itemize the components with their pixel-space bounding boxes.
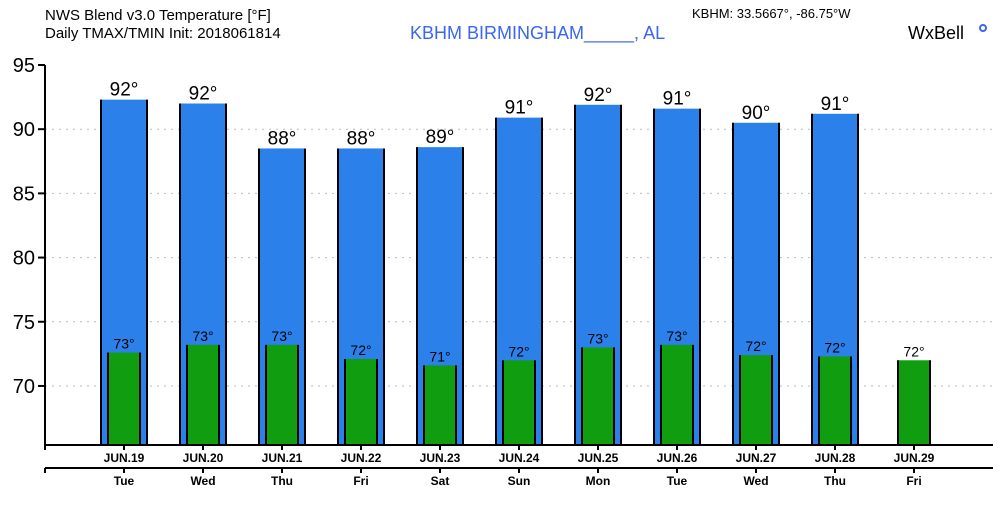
data-label-tmin: 72° [903, 343, 924, 359]
y-tick-label: 70 [13, 376, 35, 398]
data-label-tmin: 72° [508, 343, 529, 359]
x-tick-label-weekday: Fri [353, 474, 368, 488]
x-tick-label-date: JUN.29 [894, 451, 935, 465]
bar-tmin [740, 355, 772, 445]
y-tick-label: 85 [13, 183, 35, 205]
x-tick-label-date: JUN.25 [578, 451, 619, 465]
bar-tmin [819, 356, 851, 445]
x-tick-label-weekday: Thu [824, 474, 846, 488]
data-label-tmin: 73° [192, 328, 213, 344]
bar-tmin [898, 360, 930, 445]
data-label-tmin: 73° [666, 328, 687, 344]
chart-subtitle: Daily TMAX/TMIN Init: 2018061814 [45, 25, 281, 42]
y-tick-label: 95 [13, 55, 35, 77]
logo-dot-icon [979, 24, 987, 32]
x-tick-label-weekday: Wed [190, 474, 215, 488]
x-tick-label-date: JUN.23 [420, 451, 461, 465]
data-label-tmin: 71° [429, 348, 450, 364]
x-tick-label-weekday: Thu [271, 474, 293, 488]
station-name: KBHM BIRMINGHAM_____, AL [410, 23, 665, 44]
data-label-tmin: 73° [271, 328, 292, 344]
data-label-tmin: 73° [113, 336, 134, 352]
data-label-tmin: 72° [350, 342, 371, 358]
station-coords: KBHM: 33.5667°, -86.75°W [692, 6, 851, 21]
bar-tmin [345, 358, 377, 445]
x-tick-label-weekday: Sun [508, 474, 531, 488]
x-tick-label-date: JUN.28 [815, 451, 856, 465]
data-label-tmax: 92° [584, 85, 613, 106]
x-tick-label-weekday: Tue [667, 474, 688, 488]
wxbell-logo: WxBell [908, 23, 964, 43]
x-tick-label-date: JUN.21 [262, 451, 303, 465]
data-label-tmax: 88° [347, 128, 376, 149]
data-label-tmax: 92° [110, 80, 139, 101]
data-label-tmax: 89° [426, 127, 455, 148]
y-tick-label: 90 [13, 119, 35, 141]
data-label-tmin: 72° [745, 338, 766, 354]
x-tick-label-date: JUN.20 [183, 451, 224, 465]
bar-tmin [503, 360, 535, 445]
data-label-tmax: 91° [505, 98, 534, 119]
data-label-tmax: 91° [821, 94, 850, 115]
x-tick-label-date: JUN.27 [736, 451, 777, 465]
x-tick-label-weekday: Sat [431, 474, 450, 488]
bar-tmin [187, 344, 219, 445]
data-label-tmin: 72° [824, 339, 845, 355]
chart-title: NWS Blend v3.0 Temperature [°F] [45, 7, 271, 24]
data-label-tmax: 92° [189, 84, 218, 105]
bar-tmin [582, 347, 614, 445]
bar-tmin [266, 344, 298, 445]
x-tick-label-date: JUN.24 [499, 451, 540, 465]
x-tick-label-date: JUN.22 [341, 451, 382, 465]
data-label-tmin: 73° [587, 330, 608, 346]
y-tick-label: 80 [13, 248, 35, 270]
x-tick-label-weekday: Mon [586, 474, 611, 488]
x-tick-label-weekday: Tue [114, 474, 135, 488]
y-tick-label: 75 [13, 312, 35, 334]
bar-tmin [661, 344, 693, 445]
bar-tmin [108, 352, 140, 445]
x-tick-label-weekday: Wed [743, 474, 768, 488]
x-tick-label-date: JUN.26 [657, 451, 698, 465]
data-label-tmax: 91° [663, 89, 692, 110]
data-label-tmax: 90° [742, 103, 771, 124]
x-tick-label-date: JUN.19 [104, 451, 145, 465]
bar-tmin [424, 365, 456, 445]
data-label-tmax: 88° [268, 128, 297, 149]
x-tick-label-weekday: Fri [906, 474, 921, 488]
